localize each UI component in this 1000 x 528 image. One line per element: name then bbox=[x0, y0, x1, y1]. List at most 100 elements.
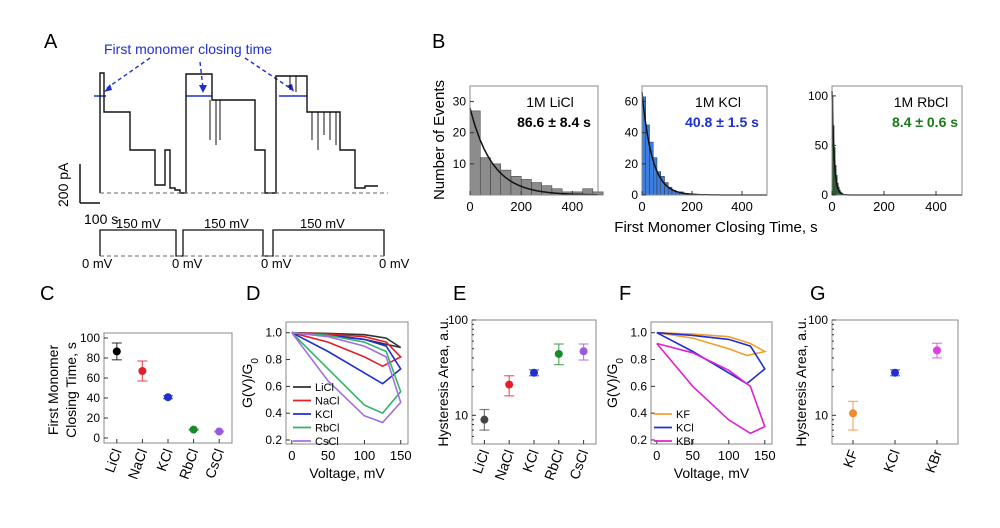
histogram-0: 0 200 400 10 20 30 1M LiCl 86.6 ± 8.4 s bbox=[453, 85, 604, 214]
hysteresis-loop bbox=[291, 331, 402, 385]
panel-a-annotation: First monomer closing time bbox=[104, 41, 272, 57]
voltage-low-label-1: 0 mV bbox=[82, 256, 113, 271]
x-tick-label: 400 bbox=[562, 199, 584, 214]
data-point bbox=[480, 415, 489, 424]
histogram-bar bbox=[531, 182, 542, 196]
x-category-label: LiCl bbox=[101, 447, 124, 475]
panel-d-chart: 0 50 100 150 0.2 0.4 0.6 0.8 1.0 Voltage, mV G(V)/… bbox=[239, 321, 412, 481]
histogram-frame bbox=[469, 85, 599, 196]
data-point bbox=[138, 367, 147, 375]
legend-label: NaCl bbox=[315, 396, 339, 408]
histogram-salt-label: 1M LiCl bbox=[526, 94, 573, 110]
hysteresis-loop bbox=[656, 331, 768, 357]
panel-letter-c: C bbox=[40, 283, 54, 305]
histogram-salt-label: 1M KCl bbox=[695, 94, 741, 110]
panel-e-y-axis-label: Hysteresis Area, a.u. bbox=[435, 317, 451, 446]
legend-label: KF bbox=[676, 409, 690, 421]
y-axis-label-subscript: 0 bbox=[615, 358, 626, 364]
x-category-label: CsCl bbox=[202, 447, 227, 481]
x-tick-label: 100 bbox=[718, 448, 740, 463]
y-tick-label: 100 bbox=[808, 89, 828, 103]
panel-c-chart: 0 20 40 60 80 100 LiCl NaCl KCl RbCl CsCl First Mon… bbox=[45, 331, 233, 482]
panel-letter-b: B bbox=[432, 31, 445, 53]
y-tick-label: 50 bbox=[815, 138, 829, 152]
x-category-label: KBr bbox=[922, 447, 945, 475]
x-category-label: KCl bbox=[519, 448, 542, 475]
data-point bbox=[933, 346, 941, 355]
x-category-label: RbCl bbox=[541, 448, 567, 483]
x-tick-label: 0 bbox=[828, 199, 835, 214]
legend-label: CsCl bbox=[315, 436, 339, 448]
exponential-fit-curve bbox=[469, 107, 598, 196]
panel-a-trace-group: First monomer closing time bbox=[55, 41, 410, 271]
legend-label: KBr bbox=[676, 436, 695, 448]
histogram-2: 0 200 400 0 50 100 1M RbCl 8.4 ± 0.6 s bbox=[808, 85, 963, 214]
panel-g-y-axis-label: Hysteresis Area, a.u. bbox=[793, 317, 809, 446]
x-tick-label: 0 bbox=[466, 199, 473, 214]
histogram-frame bbox=[641, 85, 768, 196]
voltage-low-label-3: 0 mV bbox=[261, 256, 292, 271]
y-tick-label: 0.4 bbox=[630, 406, 647, 420]
x-category-label: NaCl bbox=[491, 448, 517, 483]
x-tick-label: 50 bbox=[321, 448, 335, 463]
x-category-label: LiCl bbox=[469, 448, 492, 476]
legend-label: RbCl bbox=[315, 423, 339, 435]
y-tick-label: 100 bbox=[808, 313, 828, 327]
x-tick-label: 150 bbox=[754, 448, 776, 463]
y-tick-label: 1.0 bbox=[265, 326, 282, 340]
y-tick-label: 40 bbox=[87, 391, 101, 405]
x-tick-label: 400 bbox=[925, 199, 947, 214]
y-axis-label: G(V)/G0 bbox=[239, 358, 261, 408]
histogram-stat-label: 8.4 ± 0.6 s bbox=[892, 114, 958, 130]
x-tick-label: 200 bbox=[510, 199, 532, 214]
hysteresis-loop bbox=[656, 331, 766, 385]
data-point bbox=[112, 347, 121, 356]
y-tick-label: 60 bbox=[625, 95, 639, 109]
x-category-label: NaCl bbox=[125, 447, 151, 482]
x-axis-label: Voltage, mV bbox=[309, 465, 385, 481]
annotation-arrows bbox=[106, 57, 291, 89]
data-point bbox=[215, 427, 224, 436]
x-tick-label: 0 bbox=[288, 448, 295, 463]
y-tick-label: 30 bbox=[453, 95, 467, 109]
panel-e-chart: 10 100 LiCl NaCl KCl RbCl CsCl Hysteresis Area,… bbox=[435, 313, 597, 483]
histogram-frame bbox=[831, 85, 963, 196]
axes-frame bbox=[831, 319, 959, 445]
y-tick-label: 20 bbox=[87, 411, 101, 425]
axes-frame bbox=[650, 321, 773, 445]
x-category-label: KCl bbox=[880, 448, 903, 475]
axes-frame bbox=[471, 319, 597, 445]
arrow-heads bbox=[104, 84, 294, 93]
hysteresis-loop bbox=[291, 331, 402, 415]
y-tick-label: 20 bbox=[625, 157, 639, 171]
x-category-label: RbCl bbox=[176, 447, 202, 482]
hysteresis-loop bbox=[291, 331, 403, 368]
x-tick-label: 100 bbox=[354, 448, 376, 463]
y-tick-label: 0 bbox=[821, 188, 828, 202]
data-point bbox=[849, 409, 857, 418]
scale-current-label: 200 pA bbox=[55, 162, 71, 207]
y-tick-label: 0.2 bbox=[265, 433, 282, 447]
voltage-low-label-4: 0 mV bbox=[379, 256, 410, 271]
y-tick-label: 20 bbox=[453, 126, 467, 140]
y-tick-label: 100 bbox=[80, 331, 100, 345]
panel-letter-e: E bbox=[453, 283, 466, 305]
voltage-low-label-2: 0 mV bbox=[172, 256, 203, 271]
x-category-label: KCl bbox=[153, 447, 176, 474]
voltage-high-label-1: 150 mV bbox=[116, 216, 161, 231]
y-axis-label-subscript: 0 bbox=[250, 358, 261, 364]
x-tick-label: 0 bbox=[653, 448, 660, 463]
y-tick-label: 0.2 bbox=[630, 433, 647, 447]
y-tick-label: 10 bbox=[815, 408, 829, 422]
y-tick-label: 0.8 bbox=[265, 353, 282, 367]
y-tick-label: 0.4 bbox=[265, 406, 282, 420]
x-tick-label: 400 bbox=[731, 199, 753, 214]
histogram-bar bbox=[541, 185, 553, 196]
x-category-label: KF bbox=[840, 448, 861, 470]
axes-frame bbox=[285, 321, 409, 445]
x-tick-label: 200 bbox=[681, 199, 703, 214]
y-tick-label: 60 bbox=[87, 371, 101, 385]
y-tick-label: 80 bbox=[87, 351, 101, 365]
x-tick-label: 50 bbox=[686, 448, 700, 463]
